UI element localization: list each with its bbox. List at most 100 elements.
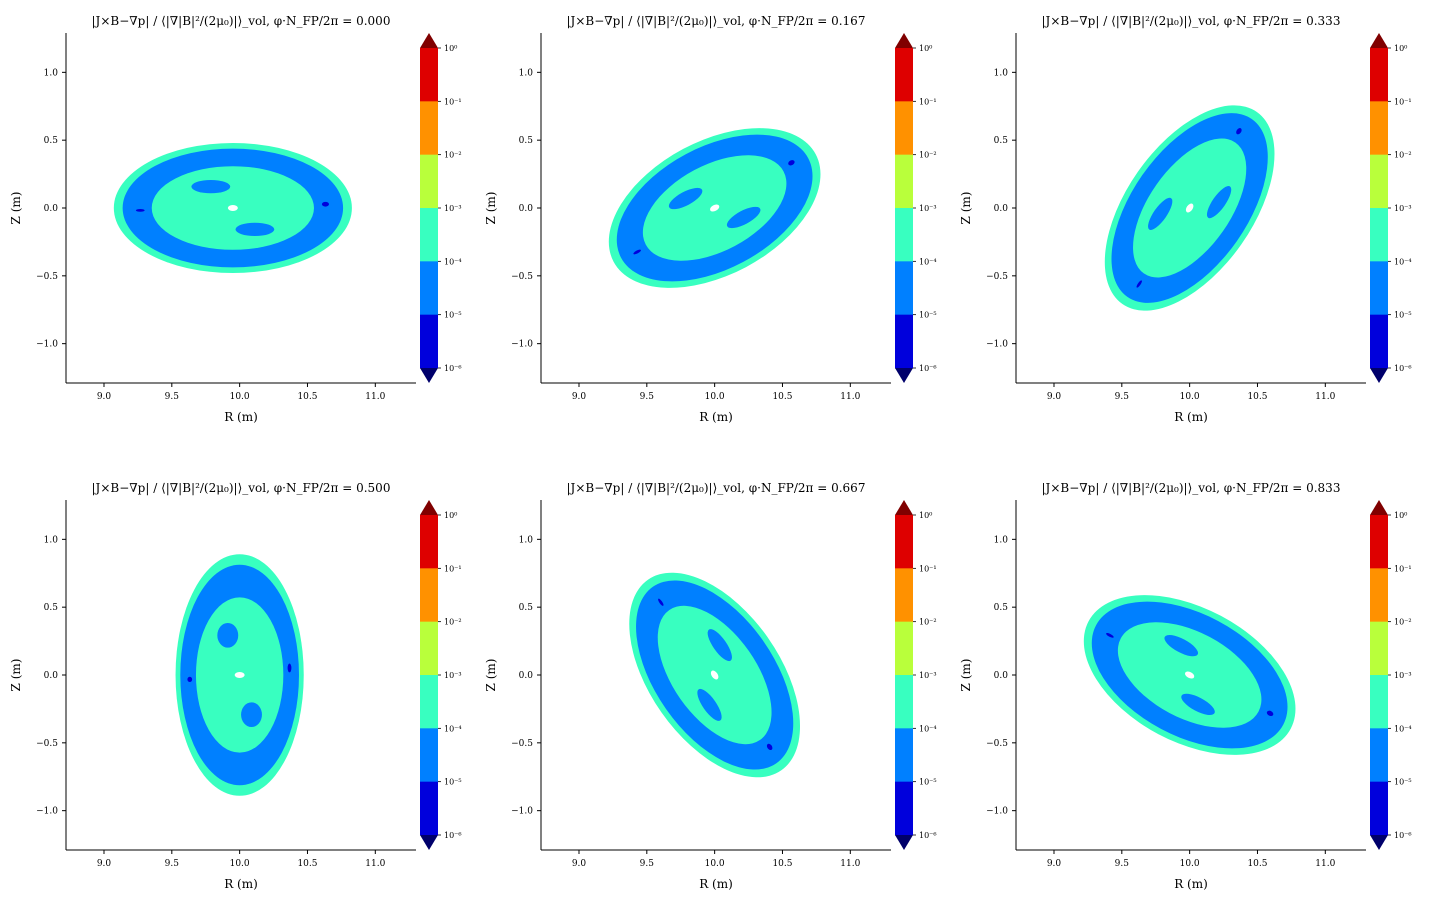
x-axis-label: R (m) (699, 410, 733, 424)
colorbar-tick-label: 10⁻⁶ (444, 364, 462, 373)
contour-field (1104, 105, 1275, 311)
contour-island (1206, 186, 1232, 219)
colorbar-segment (420, 101, 438, 156)
colorbar-segment (420, 515, 438, 569)
panel-title: |J×B−∇p| / ⟨|∇|B|²/(2μ₀)|⟩_vol, φ·N_FP/2… (92, 14, 391, 28)
colorbar-segment (895, 675, 913, 729)
contour-island (191, 179, 231, 194)
x-axis-label: R (m) (1174, 410, 1208, 424)
contour-spot-1e-6 (766, 743, 773, 751)
colorbar-tick-label: 10⁰ (919, 44, 932, 53)
colorbar-extend-top (420, 33, 438, 48)
y-tick-label: 0.0 (519, 671, 534, 681)
colorbar-tick-label: 10⁻⁶ (1394, 364, 1412, 373)
contour-island (726, 206, 761, 229)
colorbar-extend-bottom (895, 835, 913, 850)
panel-title: |J×B−∇p| / ⟨|∇|B|²/(2μ₀)|⟩_vol, φ·N_FP/2… (567, 481, 866, 495)
contour-spot-1e-6 (633, 249, 641, 255)
colorbar-tick-label: 10⁻⁶ (444, 831, 462, 840)
x-tick-label: 10.5 (772, 392, 792, 402)
colorbar-tick-label: 10⁻⁵ (919, 778, 937, 787)
y-tick-label: 0.5 (994, 603, 1009, 613)
colorbar: 10⁰ 10⁻¹ 10⁻² 10⁻³ 10⁻⁴ 10⁻⁵ 10⁻⁶ (895, 33, 937, 383)
colorbar-segment (1370, 261, 1388, 316)
contour-field (1083, 595, 1296, 755)
colorbar: 10⁰ 10⁻¹ 10⁻² 10⁻³ 10⁻⁴ 10⁻⁵ 10⁻⁶ (420, 33, 462, 383)
contour-spot-1e-6 (658, 598, 664, 606)
y-axis-label: Z (m) (9, 192, 23, 225)
y-tick-label: 0.0 (519, 204, 534, 214)
y-tick-label: −0.5 (511, 272, 533, 282)
panel-2: |J×B−∇p| / ⟨|∇|B|²/(2μ₀)|⟩_vol, φ·N_FP/2… (484, 14, 937, 424)
y-tick-label: −1.0 (36, 340, 58, 350)
contour-spot-1e-6 (287, 663, 292, 673)
colorbar-tick-label: 10⁻¹ (1394, 564, 1412, 573)
colorbar-tick-label: 10⁻³ (444, 204, 462, 213)
colorbar-tick-label: 10⁰ (444, 511, 457, 520)
x-tick-label: 9.5 (165, 392, 180, 402)
x-tick-label: 9.5 (1115, 392, 1130, 402)
x-tick-label: 9.5 (1115, 859, 1130, 869)
magnetic-axis-hole (710, 204, 720, 212)
contour-spot-1e-6 (1266, 710, 1274, 717)
y-tick-label: −1.0 (986, 807, 1008, 817)
colorbar-tick-label: 10⁻⁴ (444, 724, 462, 733)
y-tick-label: −1.0 (36, 807, 58, 817)
colorbar: 10⁰ 10⁻¹ 10⁻² 10⁻³ 10⁻⁴ 10⁻⁵ 10⁻⁶ (1370, 33, 1412, 383)
colorbar-extend-bottom (1370, 835, 1388, 850)
colorbar-extend-top (1370, 500, 1388, 515)
colorbar-segment (1370, 515, 1388, 569)
colorbar-segment (895, 154, 913, 209)
x-tick-label: 9.5 (640, 392, 655, 402)
y-tick-label: −1.0 (986, 340, 1008, 350)
colorbar-segment (895, 101, 913, 156)
panel-title: |J×B−∇p| / ⟨|∇|B|²/(2μ₀)|⟩_vol, φ·N_FP/2… (1042, 14, 1341, 28)
y-tick-label: 0.5 (994, 136, 1009, 146)
colorbar-tick-label: 10⁻¹ (1394, 97, 1412, 106)
y-axis-label: Z (m) (959, 659, 973, 692)
contour-spot-1e-6 (788, 160, 795, 166)
colorbar-tick-label: 10⁻² (444, 151, 462, 160)
x-tick-label: 10.5 (1247, 392, 1267, 402)
x-tick-label: 9.0 (1047, 392, 1062, 402)
colorbar-segment (1370, 208, 1388, 262)
y-axis-label: Z (m) (484, 192, 498, 225)
colorbar-segment (1370, 314, 1388, 369)
y-tick-label: 1.0 (519, 68, 534, 78)
y-axis-label: Z (m) (9, 659, 23, 692)
colorbar-tick-label: 10⁻⁴ (1394, 724, 1412, 733)
x-tick-label: 9.0 (97, 859, 112, 869)
x-tick-label: 10.5 (772, 859, 792, 869)
contour-spot-1e-6 (1136, 280, 1142, 288)
y-tick-label: −0.5 (511, 739, 533, 749)
colorbar-segment (1370, 568, 1388, 623)
contour-field (608, 128, 821, 288)
x-tick-label: 10.0 (230, 392, 250, 402)
colorbar-segment (420, 314, 438, 369)
y-tick-label: −0.5 (986, 739, 1008, 749)
colorbar-tick-label: 10⁰ (1394, 44, 1407, 53)
colorbar-tick-label: 10⁻² (1394, 151, 1412, 160)
colorbar-tick-label: 10⁻² (919, 618, 937, 627)
y-tick-label: 0.0 (994, 671, 1009, 681)
contour-island (217, 622, 239, 648)
y-tick-label: −1.0 (511, 340, 533, 350)
contour-island (668, 187, 703, 210)
y-tick-label: 1.0 (44, 535, 59, 545)
colorbar-tick-label: 10⁰ (1394, 511, 1407, 520)
colorbar-tick-label: 10⁻³ (1394, 671, 1412, 680)
colorbar-segment (420, 675, 438, 729)
contour-island (1164, 635, 1199, 657)
contour-spot-1e-6 (1106, 632, 1114, 638)
colorbar-tick-label: 10⁻⁵ (919, 311, 937, 320)
x-tick-label: 10.0 (1180, 392, 1200, 402)
panel-1: |J×B−∇p| / ⟨|∇|B|²/(2μ₀)|⟩_vol, φ·N_FP/2… (9, 14, 462, 424)
colorbar-segment (1370, 781, 1388, 836)
colorbar-tick-label: 10⁻¹ (919, 564, 937, 573)
colorbar-segment (1370, 728, 1388, 783)
y-tick-label: 0.0 (44, 204, 59, 214)
contour-island (1181, 693, 1215, 715)
contour-field (175, 554, 304, 796)
y-tick-label: 0.5 (44, 136, 59, 146)
colorbar-segment (420, 621, 438, 676)
